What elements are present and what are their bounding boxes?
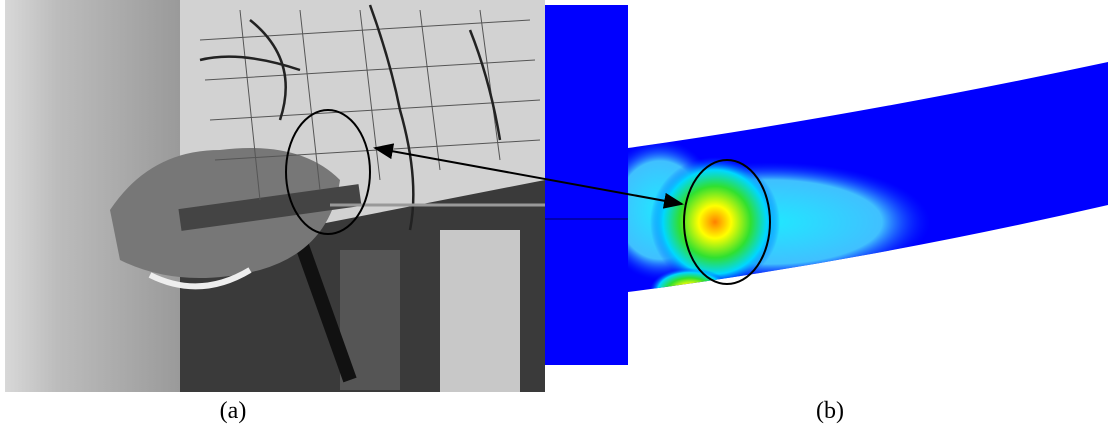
photo bbox=[5, 0, 545, 392]
fe-model bbox=[545, 5, 1108, 365]
panel-label: (b) bbox=[816, 398, 844, 424]
panel-label: (a) bbox=[220, 398, 247, 424]
figure: (a) (b) bbox=[0, 0, 1108, 429]
